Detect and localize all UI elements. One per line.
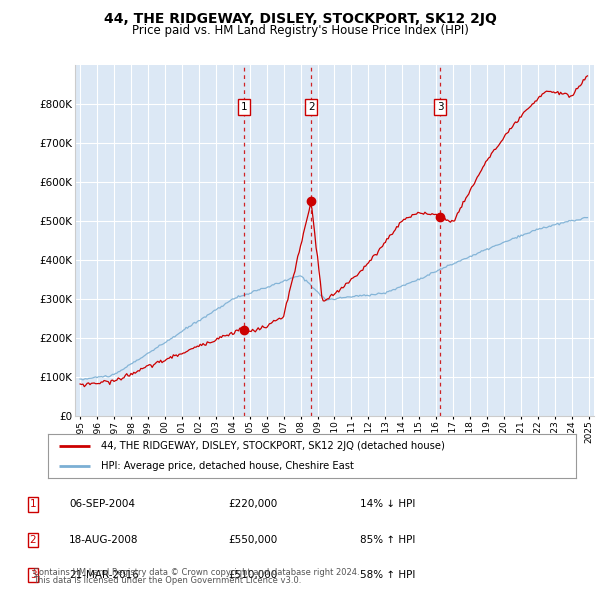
Text: 85% ↑ HPI: 85% ↑ HPI [360, 535, 415, 545]
Text: 44, THE RIDGEWAY, DISLEY, STOCKPORT, SK12 2JQ: 44, THE RIDGEWAY, DISLEY, STOCKPORT, SK1… [104, 12, 496, 26]
Text: 18-AUG-2008: 18-AUG-2008 [69, 535, 139, 545]
Text: £510,000: £510,000 [228, 571, 277, 580]
Text: Contains HM Land Registry data © Crown copyright and database right 2024.: Contains HM Land Registry data © Crown c… [33, 568, 359, 577]
Text: 44, THE RIDGEWAY, DISLEY, STOCKPORT, SK12 2JQ (detached house): 44, THE RIDGEWAY, DISLEY, STOCKPORT, SK1… [101, 441, 445, 451]
Text: 1: 1 [29, 500, 37, 509]
Text: 06-SEP-2004: 06-SEP-2004 [69, 500, 135, 509]
Text: 2: 2 [29, 535, 37, 545]
Text: 1: 1 [241, 102, 248, 112]
Text: 3: 3 [29, 571, 37, 580]
Text: 58% ↑ HPI: 58% ↑ HPI [360, 571, 415, 580]
Text: 3: 3 [437, 102, 443, 112]
Text: Price paid vs. HM Land Registry's House Price Index (HPI): Price paid vs. HM Land Registry's House … [131, 24, 469, 37]
Text: HPI: Average price, detached house, Cheshire East: HPI: Average price, detached house, Ches… [101, 461, 353, 471]
Text: 2: 2 [308, 102, 314, 112]
Text: £550,000: £550,000 [228, 535, 277, 545]
Text: This data is licensed under the Open Government Licence v3.0.: This data is licensed under the Open Gov… [33, 576, 301, 585]
Text: £220,000: £220,000 [228, 500, 277, 509]
Text: 14% ↓ HPI: 14% ↓ HPI [360, 500, 415, 509]
Text: 21-MAR-2016: 21-MAR-2016 [69, 571, 139, 580]
